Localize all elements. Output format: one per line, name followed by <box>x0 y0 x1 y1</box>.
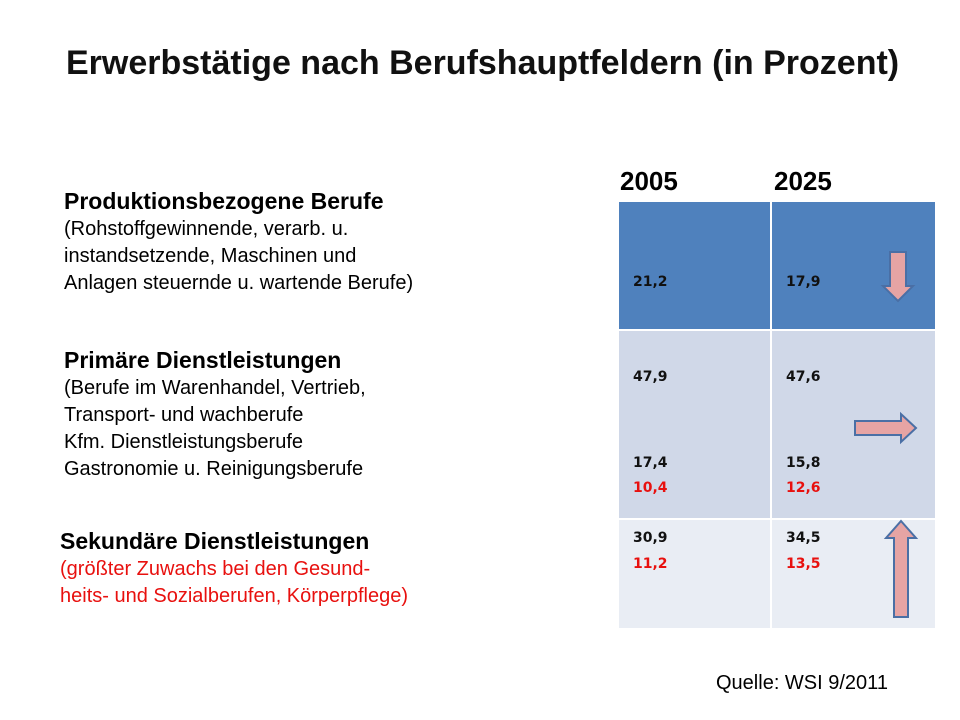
table-row-sekundaer: 30,9 11,2 34,5 13,5 <box>619 520 935 628</box>
up-arrow-icon <box>883 519 919 618</box>
table-cell-2025: 34,5 13,5 <box>772 520 935 628</box>
source-note: Quelle: WSI 9/2011 <box>716 672 888 694</box>
value-sekundaer-total-2005: 30,9 <box>633 530 668 546</box>
section-line: Gastronomie u. Reinigungsberufe <box>64 458 364 480</box>
section-line: Anlagen steuernde u. wartende Berufe) <box>64 272 414 294</box>
section-line: (Rohstoffgewinnende, verarb. u. <box>64 218 349 240</box>
value-primaer-gastro-2005: 10,4 <box>633 480 668 496</box>
year-header-2025: 2025 <box>774 166 832 196</box>
section-line: Transport- und wachberufe <box>64 404 304 426</box>
section-line: Kfm. Dienstleistungsberufe <box>64 431 304 453</box>
table-cell-2025: 17,9 <box>772 202 935 329</box>
section-line: (größter Zuwachs bei den Gesund- <box>60 558 371 580</box>
value-primaer-kfm-2025: 15,8 <box>786 455 821 471</box>
section-heading: Produktionsbezogene Berufe <box>64 188 384 214</box>
table-cell-2025: 47,6 15,8 12,6 <box>772 331 935 518</box>
value-sekundaer-total-2025: 34,5 <box>786 530 821 546</box>
section-heading: Sekundäre Dienstleistungen <box>60 528 370 554</box>
value-produktion-2025: 17,9 <box>786 274 821 290</box>
year-header-2005: 2005 <box>620 166 678 196</box>
value-primaer-total-2005: 47,9 <box>633 369 668 385</box>
table-cell-2005: 30,9 11,2 <box>619 520 772 628</box>
down-arrow-icon <box>880 251 916 303</box>
page-title: Erwerbstätige nach Berufshauptfeldern (i… <box>66 44 900 82</box>
value-primaer-kfm-2005: 17,4 <box>633 455 668 471</box>
value-sekundaer-gesund-2005: 11,2 <box>633 556 668 572</box>
data-table: 21,2 17,9 47,9 17,4 10,4 47,6 15,8 12,6 … <box>619 202 935 628</box>
section-line: heits- und Sozialberufen, Körperpflege) <box>60 585 408 607</box>
section-produktion: Produktionsbezogene Berufe (Rohstoffgewi… <box>64 186 584 297</box>
table-cell-2005: 21,2 <box>619 202 772 329</box>
value-produktion-2005: 21,2 <box>633 274 668 290</box>
section-heading: Primäre Dienstleistungen <box>64 347 342 373</box>
section-primaer: Primäre Dienstleistungen (Berufe im Ware… <box>64 345 584 483</box>
table-cell-2005: 47,9 17,4 10,4 <box>619 331 772 518</box>
value-sekundaer-gesund-2025: 13,5 <box>786 556 821 572</box>
table-row-produktion: 21,2 17,9 <box>619 202 935 329</box>
section-sekundaer: Sekundäre Dienstleistungen (größter Zuwa… <box>60 526 580 610</box>
value-primaer-gastro-2025: 12,6 <box>786 480 821 496</box>
right-arrow-icon <box>854 411 918 445</box>
section-line: (Berufe im Warenhandel, Vertrieb, <box>64 377 366 399</box>
value-primaer-total-2025: 47,6 <box>786 369 821 385</box>
section-line: instandsetzende, Maschinen und <box>64 245 357 267</box>
